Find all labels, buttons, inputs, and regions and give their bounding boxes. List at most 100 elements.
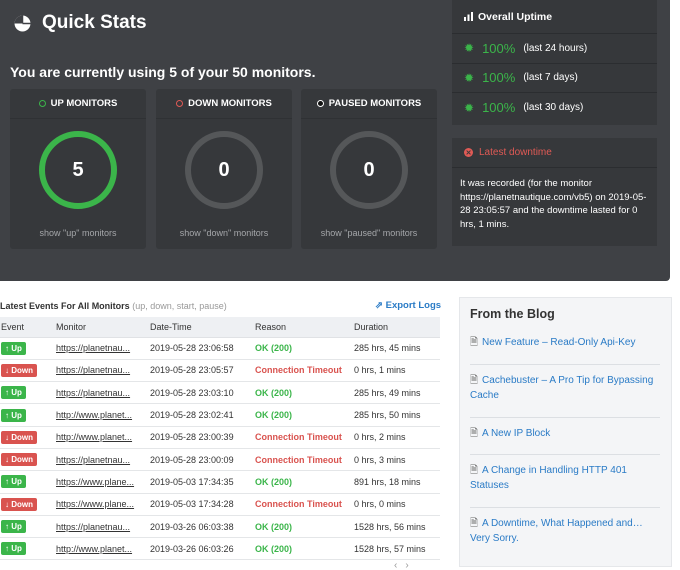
column-header-datetime: Date-Time (150, 317, 255, 338)
arrow-down-icon: ↓ (5, 455, 9, 465)
event-badge: ↓ Down (1, 497, 38, 511)
monitor-link[interactable]: http://www.planet... (56, 432, 133, 443)
arrow-down-icon: ↓ (5, 432, 9, 442)
table-row: ↓ Down https://www.plane... 2019-05-03 17:… (0, 493, 440, 516)
datetime-cell: 2019-05-28 23:05:57 (150, 359, 255, 383)
blog-title: From the Blog (470, 307, 555, 321)
document-icon: 🗎 (470, 428, 479, 439)
event-badge: ↓ Down (1, 453, 38, 467)
reason-cell: Connection Timeout (255, 448, 354, 472)
reason-cell: OK (200) (255, 403, 354, 427)
pie-chart-icon (14, 15, 31, 31)
monitor-link[interactable]: https://planetnau... (56, 365, 131, 376)
table-row: ↓ Down https://planetnau... 2019-05-28 23:… (0, 359, 440, 383)
pager-next-button[interactable]: › (405, 560, 417, 570)
monitor-link[interactable]: https://www.plane... (56, 476, 135, 487)
monitor-link[interactable]: https://planetnau... (56, 454, 131, 465)
divider (470, 454, 660, 455)
quick-stats-panel: Quick Stats You are currently using 5 of… (0, 0, 670, 281)
table-row: ↑ Up https://planetnau... 2019-05-28 23:03… (0, 381, 440, 405)
duration-cell: 891 hrs, 18 mins (354, 470, 440, 494)
blog-item[interactable]: 🗎 A New IP Block (470, 428, 551, 439)
export-logs-button[interactable]: ⇗ Export Logs (375, 300, 442, 311)
monitor-link[interactable]: https://www.plane... (56, 499, 135, 510)
monitor-link[interactable]: https://planetnau... (56, 343, 131, 354)
gear-icon: ✹ (464, 41, 475, 56)
show-down-monitors-link[interactable]: show "down" monitors (179, 228, 269, 238)
datetime-cell: 2019-05-28 23:00:09 (150, 448, 255, 472)
event-cell: ↑ Up (0, 403, 56, 427)
event-badge: ↓ Down (1, 430, 38, 444)
event-cell: ↑ Up (0, 537, 56, 561)
table-row: ↑ Up https://www.plane... 2019-05-03 17:34… (0, 470, 440, 494)
event-badge: ↓ Down (1, 363, 38, 377)
monitor-cell: http://www.planet... (56, 403, 150, 427)
blog-item[interactable]: 🗎 Cachebuster – A Pro Tip for Bypassing C… (470, 375, 654, 401)
up-monitors-header: UP MONITORS (10, 89, 146, 119)
latest-downtime-text: It was recorded (for the monitor https:/… (460, 178, 647, 230)
reason-cell: OK (200) (255, 337, 354, 360)
down-monitors-header: DOWN MONITORS (156, 89, 292, 119)
arrow-up-icon: ↑ (5, 388, 9, 398)
reason-cell: OK (200) (255, 537, 354, 561)
reason-cell: Connection Timeout (255, 359, 354, 383)
monitor-cell: https://planetnau... (56, 515, 150, 539)
show-up-monitors-link[interactable]: show "up" monitors (39, 228, 117, 238)
paused-monitors-card: PAUSED MONITORS 0 show "paused" monitors (301, 89, 437, 249)
column-header-duration: Duration (354, 317, 440, 338)
blog-item[interactable]: 🗎 A Change in Handling HTTP 401 Statuses (470, 465, 627, 491)
datetime-cell: 2019-05-28 23:06:58 (150, 337, 255, 360)
event-badge: ↑ Up (1, 341, 26, 355)
events-title: Latest Events For All Monitors (up, down… (0, 301, 227, 311)
event-badge: ↑ Up (1, 386, 26, 400)
blog-item[interactable]: 🗎 A Downtime, What Happened and… Very Sor… (470, 518, 643, 544)
monitor-cell: https://planetnau... (56, 381, 150, 405)
duration-cell: 0 hrs, 3 mins (354, 448, 440, 472)
paused-status-dot-icon (316, 100, 324, 107)
blog-item[interactable]: 🗎 New Feature – Read-Only Api-Key (470, 337, 636, 348)
events-table: Event Monitor Date-Time Reason Duration … (0, 317, 440, 561)
external-link-icon: ⇗ (375, 300, 383, 311)
datetime-cell: 2019-05-28 23:03:10 (150, 381, 255, 405)
up-status-dot-icon (38, 100, 46, 107)
table-row: ↑ Up https://planetnau... 2019-05-28 23:06… (0, 337, 440, 360)
event-cell: ↑ Up (0, 515, 56, 539)
event-badge: ↑ Up (1, 542, 26, 556)
monitor-cell: https://planetnau... (56, 337, 150, 360)
duration-cell: 1528 hrs, 57 mins (354, 537, 440, 561)
close-circle-icon: ✕ (464, 148, 473, 157)
latest-downtime-panel: ✕ Latest downtime It was recorded (for t… (452, 138, 657, 246)
monitor-cell: http://www.planet... (56, 537, 150, 561)
overall-uptime-header: Overall Uptime (452, 0, 657, 34)
arrow-down-icon: ↓ (5, 499, 9, 509)
datetime-cell: 2019-03-26 06:03:26 (150, 537, 255, 561)
monitor-link[interactable]: http://www.planet... (56, 410, 133, 421)
duration-cell: 1528 hrs, 56 mins (354, 515, 440, 539)
duration-cell: 285 hrs, 49 mins (354, 381, 440, 405)
arrow-up-icon: ↑ (5, 410, 9, 420)
reason-cell: Connection Timeout (255, 426, 354, 449)
document-icon: 🗎 (470, 518, 479, 529)
column-header-reason: Reason (255, 317, 354, 338)
overall-uptime-panel: Overall Uptime ✹ 100% (last 24 hours) ✹ … (452, 0, 657, 125)
paused-monitors-header: PAUSED MONITORS (301, 89, 437, 119)
event-badge: ↑ Up (1, 408, 26, 422)
gear-icon: ✹ (464, 100, 475, 115)
table-header-row: Event Monitor Date-Time Reason Duration (0, 317, 440, 338)
event-cell: ↓ Down (0, 448, 56, 472)
table-row: ↑ Up http://www.planet... 2019-05-28 23:02… (0, 403, 440, 427)
pager-prev-button[interactable]: ‹ (394, 560, 406, 570)
monitor-cell: https://planetnau... (56, 359, 150, 383)
down-monitors-card: DOWN MONITORS 0 show "down" monitors (156, 89, 292, 249)
monitor-link[interactable]: https://planetnau... (56, 521, 131, 532)
table-row: ↓ Down http://www.planet... 2019-05-28 23:… (0, 426, 440, 449)
datetime-cell: 2019-05-28 23:00:39 (150, 426, 255, 449)
event-cell: ↓ Down (0, 426, 56, 449)
monitor-link[interactable]: https://planetnau... (56, 387, 131, 398)
duration-cell: 0 hrs, 1 mins (354, 359, 440, 383)
show-paused-monitors-link[interactable]: show "paused" monitors (320, 228, 418, 238)
event-badge: ↑ Up (1, 520, 26, 534)
monitor-link[interactable]: http://www.planet... (56, 543, 133, 554)
duration-cell: 0 hrs, 2 mins (354, 426, 440, 449)
reason-cell: OK (200) (255, 515, 354, 539)
